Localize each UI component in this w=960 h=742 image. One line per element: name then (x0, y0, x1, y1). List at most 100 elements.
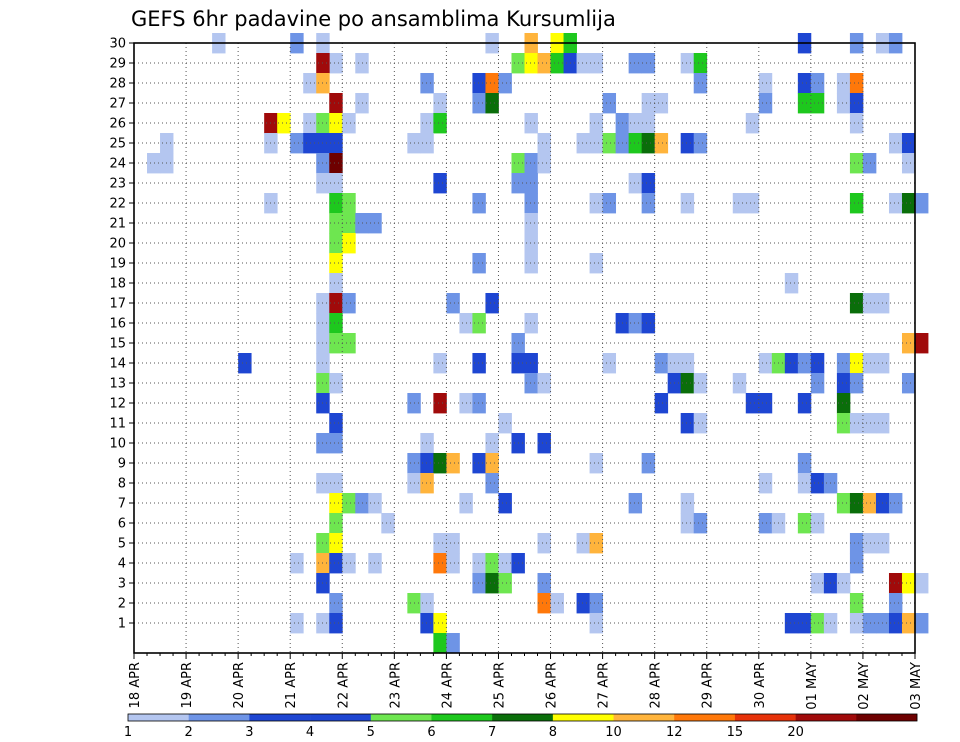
cell-member-5 (433, 533, 447, 554)
cell-member-29 (550, 53, 564, 74)
cell-member-1 (433, 613, 447, 634)
cell-member-5 (849, 533, 864, 554)
cell-member-8 (420, 473, 434, 494)
x-tick-label: 22 APR (336, 662, 351, 708)
cell-member-11 (862, 413, 877, 434)
cell-member-28 (485, 73, 499, 94)
cell-member-7 (498, 493, 512, 514)
colorbar-swatch (310, 714, 372, 721)
y-tick-label: 15 (109, 337, 126, 352)
cell-member-17 (485, 293, 499, 314)
cell-member-5 (329, 533, 343, 554)
y-tick-label: 4 (118, 557, 126, 572)
cell-member-7 (849, 493, 864, 514)
cell-member-4 (368, 553, 382, 574)
cell-member-28 (797, 73, 812, 94)
cell-member-3 (498, 573, 512, 594)
cell-member-13 (537, 373, 551, 394)
cell-member-22 (472, 193, 486, 214)
cell-member-27 (758, 93, 773, 114)
cell-member-25 (888, 133, 903, 154)
cell-member-23 (628, 173, 643, 194)
cell-member-12 (472, 393, 486, 414)
cell-member-12 (797, 393, 812, 414)
colorbar-swatch (856, 714, 918, 721)
y-tick-label: 16 (109, 317, 126, 332)
cell-member-4 (485, 553, 499, 574)
cell-member-27 (654, 93, 669, 114)
cell-member-5 (446, 533, 460, 554)
cell-member-27 (641, 93, 656, 114)
colorbar-swatch (188, 714, 250, 721)
cell-member-26 (420, 113, 434, 134)
cell-member-1 (797, 613, 812, 634)
y-tick-label: 17 (109, 297, 126, 312)
cell-member-14 (862, 353, 877, 374)
colorbar-frame (127, 713, 918, 722)
cell-member-22 (641, 193, 656, 214)
cell-member-29 (628, 53, 643, 74)
y-tick-label: 18 (109, 277, 126, 292)
cell-member-25 (641, 133, 656, 154)
cell-member-26 (277, 113, 291, 134)
cell-member-17 (342, 293, 356, 314)
cell-member-10 (537, 433, 551, 454)
x-tick-label: 25 APR (492, 662, 507, 708)
cell-member-3 (836, 573, 851, 594)
cell-member-25 (589, 133, 603, 154)
cell-member-6 (797, 513, 812, 534)
colorbar-label: 5 (367, 725, 375, 740)
cell-member-24 (849, 153, 864, 174)
cell-member-5 (589, 533, 603, 554)
colorbar: 1 2 3 4 5 6 7 8 10 12 15 20 (124, 713, 918, 740)
cell-member-3 (915, 573, 929, 594)
cell-member-11 (693, 413, 708, 434)
y-tick-label: 13 (109, 377, 126, 392)
cell-member-3 (901, 573, 916, 594)
cell-member-7 (329, 493, 343, 514)
cell-member-29 (329, 53, 343, 74)
cell-member-22 (849, 193, 864, 214)
cell-member-7 (836, 493, 851, 514)
x-tick-label: 03 MAY (909, 662, 924, 710)
y-tick-label: 7 (118, 497, 126, 512)
y-tick-label: 26 (109, 117, 126, 132)
cell-member-14 (654, 353, 669, 374)
colorbar-swatch (370, 714, 432, 721)
cell-member-17 (849, 293, 864, 314)
cell-member-2 (537, 593, 551, 614)
cell-member-7 (368, 493, 382, 514)
cell-member-13 (680, 373, 695, 394)
cell-member-22 (901, 193, 916, 214)
y-tick-label: 12 (109, 397, 126, 412)
cell-member-26 (589, 113, 603, 134)
cell-member-24 (329, 153, 343, 174)
cell-member-4 (472, 553, 486, 574)
cell-member-4 (342, 553, 356, 574)
cell-member-8 (485, 473, 499, 494)
cell-member-11 (849, 413, 864, 434)
cell-member-25 (303, 133, 317, 154)
cell-member-4 (849, 553, 864, 574)
cell-member-4 (446, 553, 460, 574)
y-tick-label: 23 (109, 177, 126, 192)
cell-member-13 (836, 373, 851, 394)
y-tick-label: 29 (109, 57, 126, 72)
cell-member-22 (915, 193, 929, 214)
cell-member-27 (433, 93, 447, 114)
cell-member-4 (498, 553, 512, 574)
colorbar-label: 15 (727, 725, 744, 740)
cell-member-29 (641, 53, 656, 74)
cell-member-29 (524, 53, 538, 74)
cell-member-19 (329, 253, 343, 274)
cell-member-16 (628, 313, 643, 334)
cell-member-25 (680, 133, 695, 154)
cell-member-1 (420, 613, 434, 634)
cell-member-22 (745, 193, 760, 214)
colorbar-swatch (249, 714, 311, 721)
cell-member-8 (797, 473, 812, 494)
cell-member-25 (602, 133, 617, 154)
cell-member-26 (329, 113, 343, 134)
cell-member-25 (420, 133, 434, 154)
